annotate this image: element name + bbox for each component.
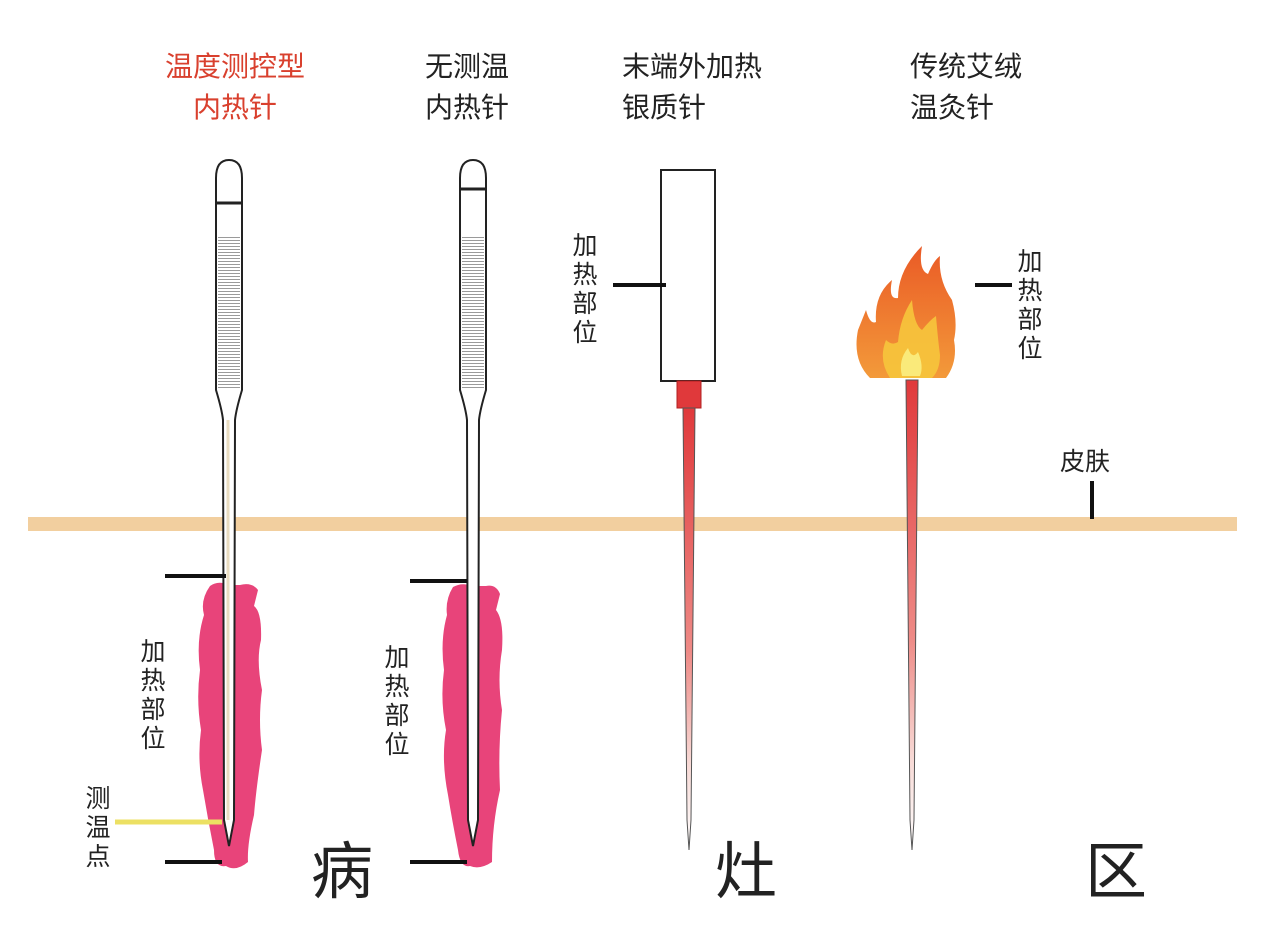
svg-text:温: 温 xyxy=(85,813,110,842)
svg-text:部: 部 xyxy=(1017,305,1042,334)
svg-text:部: 部 xyxy=(140,695,165,724)
svg-text:位: 位 xyxy=(1017,334,1042,363)
svg-text:部: 部 xyxy=(384,701,409,730)
svg-text:热: 热 xyxy=(140,666,165,695)
lesion-char-1: 病 xyxy=(311,835,373,908)
lesion-char-3: 区 xyxy=(1085,835,1147,908)
svg-text:加: 加 xyxy=(384,643,409,672)
title-col3-line2: 银质针 xyxy=(622,91,706,124)
svg-text:加: 加 xyxy=(140,637,165,666)
heating-label-1: 加 热 部 位 xyxy=(140,637,165,753)
title-col4-line2: 温灸针 xyxy=(910,91,994,124)
svg-text:加: 加 xyxy=(572,231,597,260)
heating-label-3: 加 热 部 位 xyxy=(572,231,597,347)
needle-moxa-warm xyxy=(856,246,956,851)
heating-label-4: 加 热 部 位 xyxy=(1017,247,1042,363)
title-col3-line1: 末端外加热 xyxy=(622,50,762,83)
svg-text:加: 加 xyxy=(1017,247,1042,276)
temp-point-label: 测 温 点 xyxy=(85,784,110,871)
skin-layer xyxy=(28,517,1237,531)
svg-text:位: 位 xyxy=(140,724,165,753)
svg-text:位: 位 xyxy=(572,318,597,347)
needle-no-temperature xyxy=(459,158,487,847)
svg-text:点: 点 xyxy=(85,842,110,871)
svg-text:热: 热 xyxy=(1017,276,1042,305)
svg-text:热: 热 xyxy=(572,260,597,289)
title-col1-line1: 温度测控型 xyxy=(165,50,305,83)
heating-label-2: 加 热 部 位 xyxy=(384,643,409,759)
needle-temperature-controlled xyxy=(215,158,243,847)
lesion-char-2: 灶 xyxy=(715,835,777,908)
svg-text:部: 部 xyxy=(572,289,597,318)
svg-text:位: 位 xyxy=(384,730,409,759)
title-col1-line2: 内热针 xyxy=(193,91,277,124)
title-col2-line1: 无测温 xyxy=(425,50,509,83)
skin-label: 皮肤 xyxy=(1060,447,1110,476)
title-col2-line2: 内热针 xyxy=(425,91,509,124)
title-col4-line1: 传统艾绒 xyxy=(910,50,1022,83)
needle-silver-external-heating xyxy=(660,169,716,851)
svg-text:热: 热 xyxy=(384,672,409,701)
svg-text:测: 测 xyxy=(85,784,110,813)
